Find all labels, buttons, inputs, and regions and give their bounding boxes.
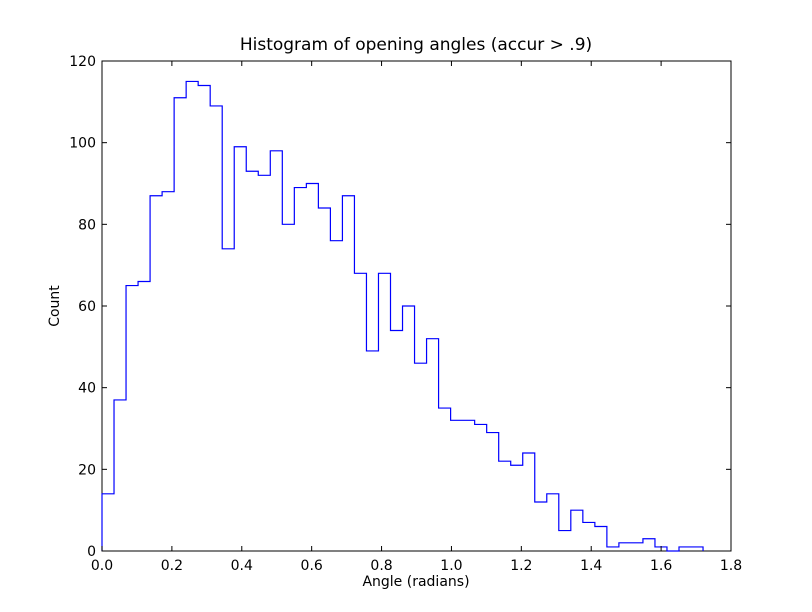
x-tick-label: 0.8: [370, 558, 392, 574]
plot-frame: [101, 60, 732, 552]
x-axis-ticks: 0.0 0.2 0.4 0.6 0.8 1.0 1.2 1.4 1.6 1.8: [91, 61, 742, 574]
y-tick-label: 100: [69, 136, 96, 152]
y-tick-label: 60: [78, 299, 96, 315]
histogram-series-line: [101, 80, 704, 552]
y-tick-label: 120: [69, 54, 96, 70]
x-axis-label: Angle (radians): [362, 574, 469, 590]
plot-area: [101, 60, 732, 552]
y-tick-label: 20: [78, 462, 96, 478]
x-tick-label: 0.4: [231, 558, 253, 574]
chart-title: Histogram of opening angles (accur > .9): [240, 35, 592, 55]
x-tick-label: 0.0: [91, 558, 113, 574]
x-tick-label: 1.6: [650, 558, 672, 574]
y-tick-label: 80: [78, 217, 96, 233]
x-tick-label: 1.8: [720, 558, 742, 574]
x-tick-label: 1.2: [510, 558, 532, 574]
y-axis-ticks: 0 20 40 60 80 100 120: [69, 54, 731, 560]
y-tick-label: 0: [87, 544, 96, 560]
x-tick-label: 0.2: [161, 558, 183, 574]
y-tick-label: 40: [78, 381, 96, 397]
y-axis-label: Count: [47, 285, 63, 327]
x-tick-label: 1.4: [580, 558, 602, 574]
x-tick-label: 0.6: [301, 558, 323, 574]
x-tick-label: 1.0: [440, 558, 462, 574]
